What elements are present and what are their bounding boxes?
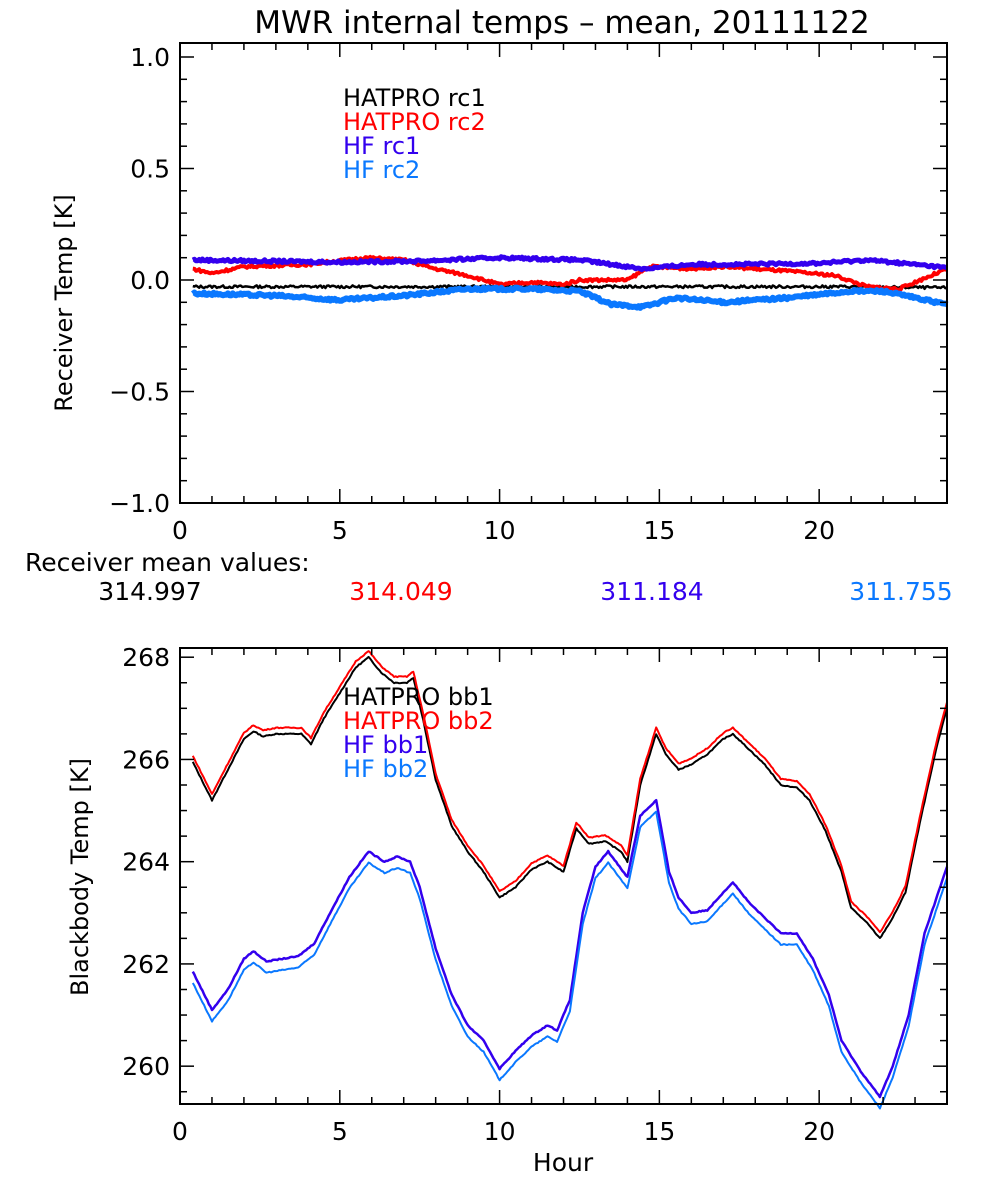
y-axis-label-blackbody: Blackbody Temp [K]	[66, 758, 94, 996]
y-axis-label-receiver: Receiver Temp [K]	[50, 194, 78, 412]
x-tick-label: 10	[484, 516, 516, 545]
mean-value-hatpro-rc1: 314.997	[98, 577, 201, 606]
series-line-hf-rc1	[191, 254, 948, 273]
legend-blackbody: HATPRO bb1 HATPRO bb2 HF bb1 HF bb2	[343, 683, 494, 783]
legend-receiver: HATPRO rc1 HATPRO rc2 HF rc1 HF rc2	[343, 84, 486, 184]
legend-hatpro-rc1: HATPRO rc1	[343, 84, 486, 112]
series-line-hf-bb1	[191, 798, 949, 1099]
series-line-hatpro-bb1	[191, 655, 948, 939]
x-tick-label: 0	[172, 1117, 188, 1146]
x-tick-label: 15	[643, 516, 675, 545]
x-tick-label: 20	[803, 516, 835, 545]
chart-title: MWR internal temps – mean, 20111122	[254, 5, 869, 41]
plot-frame	[179, 647, 948, 1105]
y-tick-label: 268	[122, 643, 170, 672]
x-tick-label: 5	[332, 1117, 348, 1146]
mean-value-hatpro-rc2: 314.049	[349, 577, 452, 606]
legend-hf-rc2: HF rc2	[343, 156, 420, 184]
legend-hatpro-bb1: HATPRO bb1	[343, 683, 494, 711]
y-tick-label: 260	[122, 1052, 170, 1081]
x-tick-label: 5	[332, 516, 348, 545]
series-line-hatpro-bb2	[191, 650, 948, 934]
y-tick-label: −0.5	[109, 378, 170, 407]
y-tick-label: 0.0	[130, 266, 170, 295]
y-tick-label: 0.5	[130, 155, 170, 184]
legend-hf-rc1: HF rc1	[343, 132, 420, 160]
y-tick-label: 264	[122, 848, 170, 877]
x-tick-label: 20	[803, 1117, 835, 1146]
x-axis-label: Hour	[533, 1148, 594, 1177]
y-tick-label: 1.0	[130, 43, 170, 72]
receiver-temp-plot: 0 5 10 15 20 −1.0 −0.5 0.0 0.5 1.0	[109, 42, 949, 545]
mean-value-hf-rc2: 311.755	[849, 577, 952, 606]
legend-hf-bb1: HF bb1	[343, 731, 428, 759]
series-line-hf-bb2	[191, 810, 948, 1110]
x-tick-label: 15	[643, 1117, 675, 1146]
y-tick-label: −1.0	[109, 489, 170, 518]
legend-hatpro-rc2: HATPRO rc2	[343, 108, 486, 136]
series-line-hf-rc2	[191, 284, 949, 311]
y-tick-label: 266	[122, 745, 170, 774]
blackbody-temp-plot: 0 5 10 15 20 260 262 264 266 268	[122, 643, 949, 1146]
mean-values-label: Receiver mean values:	[25, 548, 310, 577]
y-tick-label: 262	[122, 950, 170, 979]
x-tick-label: 0	[172, 516, 188, 545]
legend-hatpro-bb2: HATPRO bb2	[343, 707, 494, 735]
x-tick-label: 10	[484, 1117, 516, 1146]
mean-value-hf-rc1: 311.184	[600, 577, 703, 606]
legend-hf-bb2: HF bb2	[343, 755, 428, 783]
